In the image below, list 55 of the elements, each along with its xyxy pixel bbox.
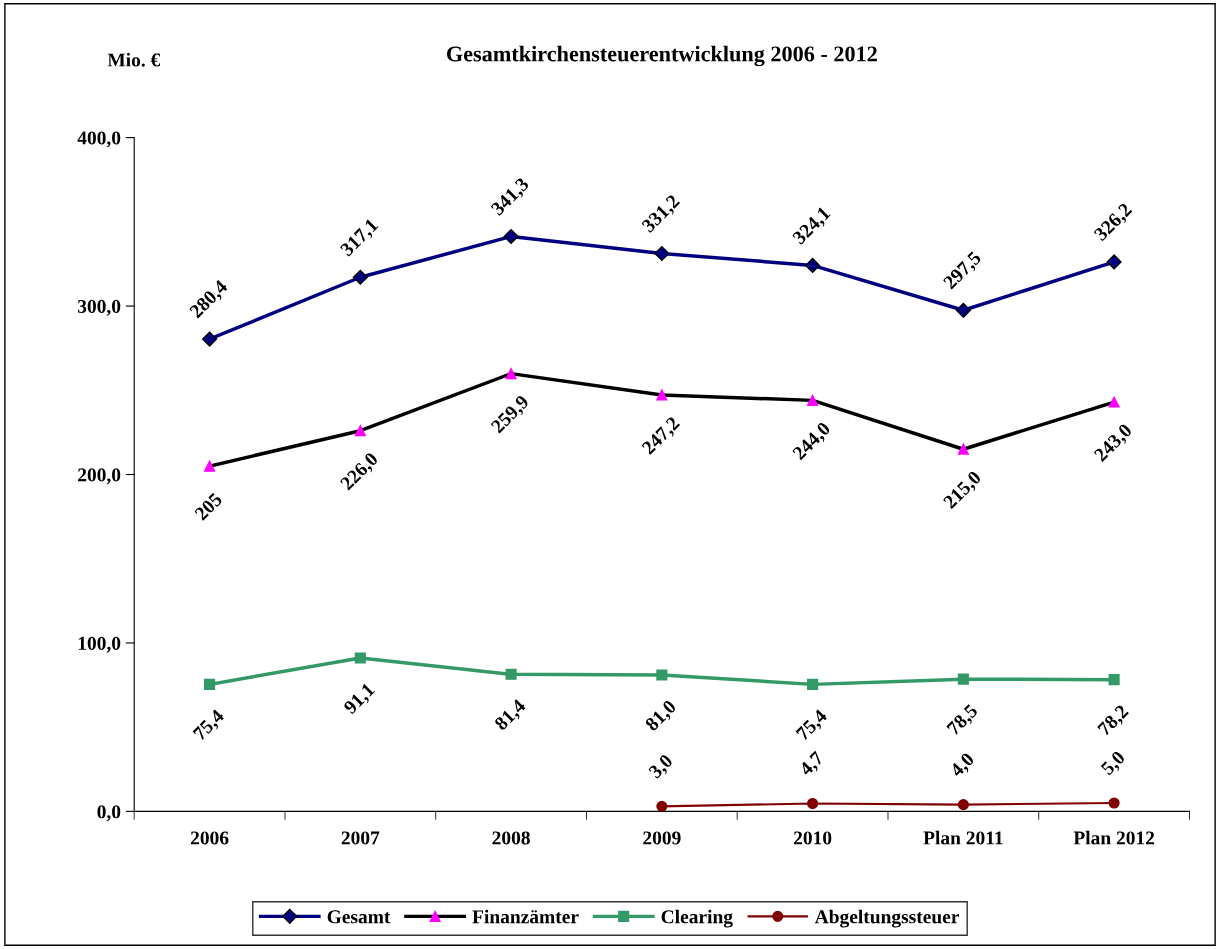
point <box>807 678 819 690</box>
y-tick-label: 200,0 <box>78 468 121 485</box>
point <box>1106 254 1122 270</box>
point <box>957 799 969 811</box>
y-tick-label: 300,0 <box>77 299 121 316</box>
point <box>204 678 216 690</box>
point <box>204 460 216 472</box>
y-axis-title: Mio. € <box>107 52 161 67</box>
x-tick-label: Plan 2012 <box>1073 830 1155 845</box>
x-tick-label: 2006 <box>190 831 229 845</box>
point <box>654 245 670 262</box>
data-label: 4,0 <box>949 751 977 780</box>
point <box>503 228 519 245</box>
data-label: 4,7 <box>798 750 827 779</box>
point <box>354 652 366 664</box>
x-tick-label: 2007 <box>341 831 380 845</box>
point <box>957 443 969 455</box>
point <box>1108 396 1120 408</box>
point <box>805 257 821 274</box>
point <box>202 331 218 347</box>
point <box>505 368 517 380</box>
point <box>1108 797 1120 809</box>
data-label: 75,4 <box>192 708 227 743</box>
x-tick-label: 2009 <box>643 831 681 845</box>
x-tick-label: Plan 2011 <box>923 830 1003 845</box>
point <box>656 800 668 812</box>
point <box>807 394 819 406</box>
point <box>352 269 368 285</box>
point <box>505 668 517 680</box>
legend-label: Finanzämter <box>472 909 579 924</box>
point <box>656 389 668 401</box>
point <box>957 673 969 685</box>
data-label: 78,5 <box>946 703 981 738</box>
y-tick-label: 400,0 <box>77 131 121 148</box>
legend-label: Gesamt <box>327 910 391 924</box>
x-tick-label: 2010 <box>793 831 832 845</box>
data-label: 3,0 <box>647 753 676 781</box>
data-label: 91,1 <box>342 682 378 717</box>
point <box>656 669 668 681</box>
data-label: 205 <box>194 492 223 521</box>
point <box>955 302 971 318</box>
point <box>354 425 366 437</box>
chart-title: Gesamtkirchensteuerentwicklung 2006 - 2012 <box>446 45 877 67</box>
data-label: 81,4 <box>493 698 529 733</box>
y-tick-label: 100,0 <box>78 636 121 653</box>
legend-label: Abgeltungssteuer <box>814 909 960 928</box>
y-tick-label: 0,0 <box>97 805 121 822</box>
x-tick-label: 2008 <box>492 831 530 845</box>
data-label: 81,0 <box>644 699 679 734</box>
data-label: 75,4 <box>795 708 830 743</box>
point <box>807 797 819 810</box>
legend-label: Clearing <box>661 909 733 928</box>
point <box>1108 674 1120 686</box>
data-label: 5,0 <box>1100 750 1128 778</box>
data-label: 78,2 <box>1097 704 1131 739</box>
